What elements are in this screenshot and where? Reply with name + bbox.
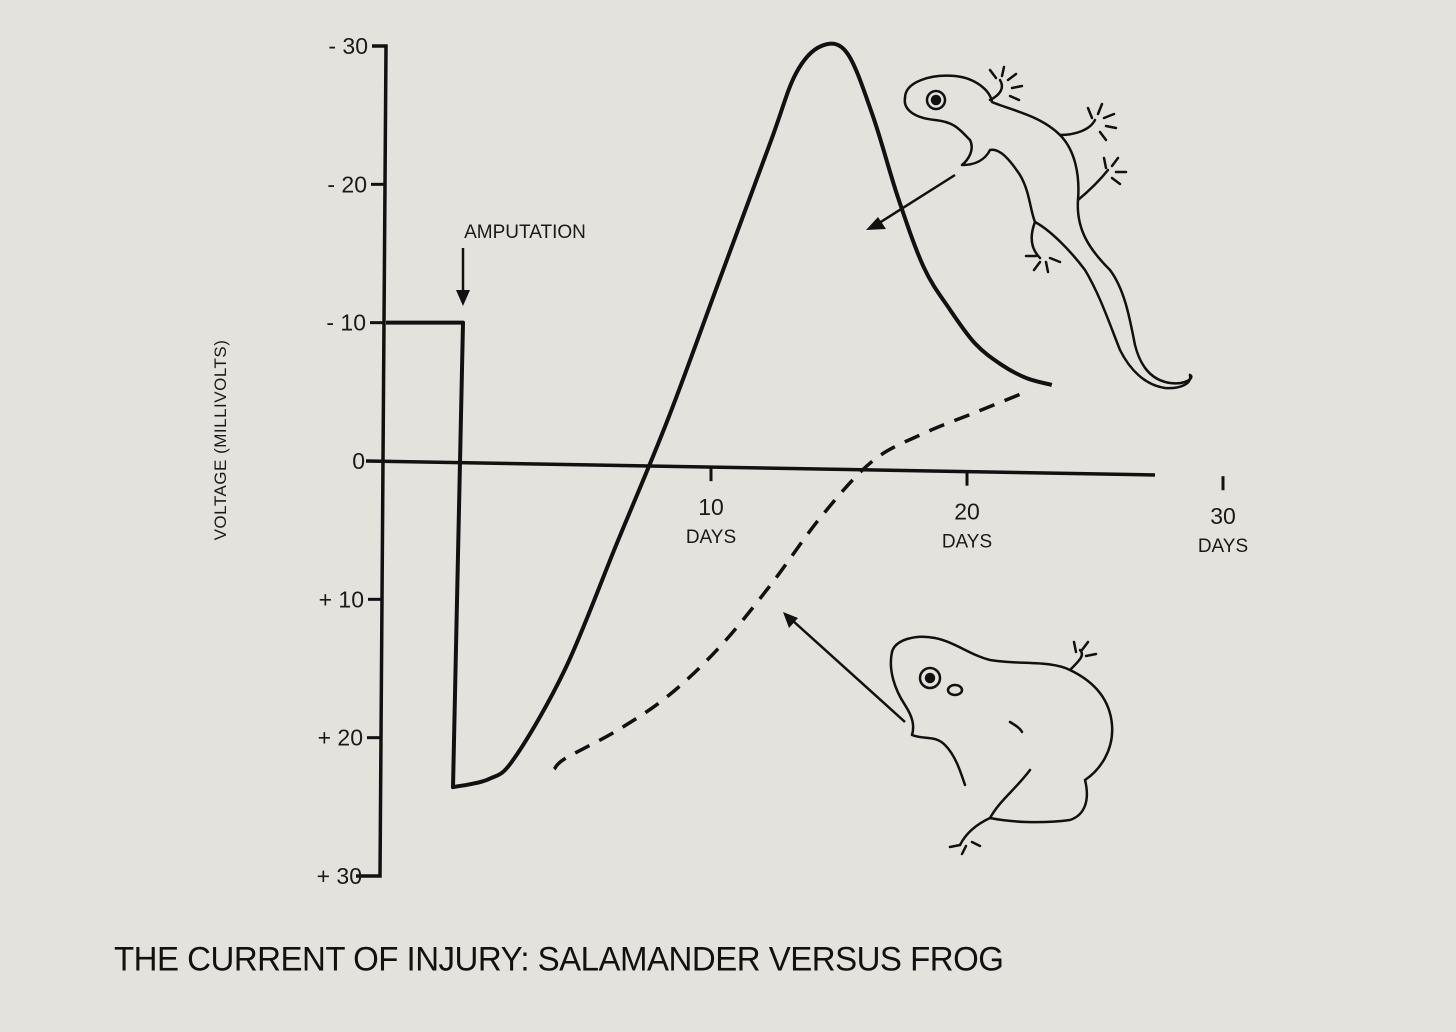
x-axis-line [365, 459, 1156, 477]
amputation-arrow [456, 248, 470, 306]
x-tick-unit-label: DAYS [1198, 536, 1248, 557]
frog-illustration [889, 635, 1114, 856]
y-tick-label: + 10 [319, 586, 364, 612]
y-tick-label: - 10 [326, 310, 366, 336]
figure-caption: THE CURRENT OF INJURY: SALAMANDER VERSUS… [114, 939, 1004, 978]
x-tick-unit-label: DAYS [942, 532, 992, 553]
x-tick-label: 30 [1210, 503, 1236, 529]
x-tick-label: 20 [954, 499, 980, 525]
x-tick-unit-label: DAYS [686, 527, 736, 548]
salamander-series-line [386, 41, 1053, 790]
y-tick-label: - 30 [328, 33, 368, 59]
x-tick-label: 10 [698, 494, 724, 520]
salamander-pointer-arrow [866, 173, 956, 230]
y-tick-label: + 30 [317, 863, 362, 889]
salamander-illustration [903, 65, 1193, 390]
axes [356, 44, 1225, 878]
frog-pointer-arrow [783, 612, 906, 723]
series-layer [386, 41, 1053, 790]
y-axis-label: VOLTAGE (MILLIVOLTS) [211, 340, 230, 541]
x-tick-labels: 10 DAYS 20 DAYS 30 DAYS [686, 494, 1248, 557]
frog-series-line [552, 390, 1027, 771]
y-tick-label: - 20 [327, 171, 367, 197]
y-tick-labels: - 30 - 20 - 10 0 + 10 + 20 + 30 [317, 33, 368, 889]
y-tick-label: 0 [352, 448, 365, 474]
y-tick-label: + 20 [318, 725, 363, 751]
amputation-label: AMPUTATION [464, 222, 586, 243]
